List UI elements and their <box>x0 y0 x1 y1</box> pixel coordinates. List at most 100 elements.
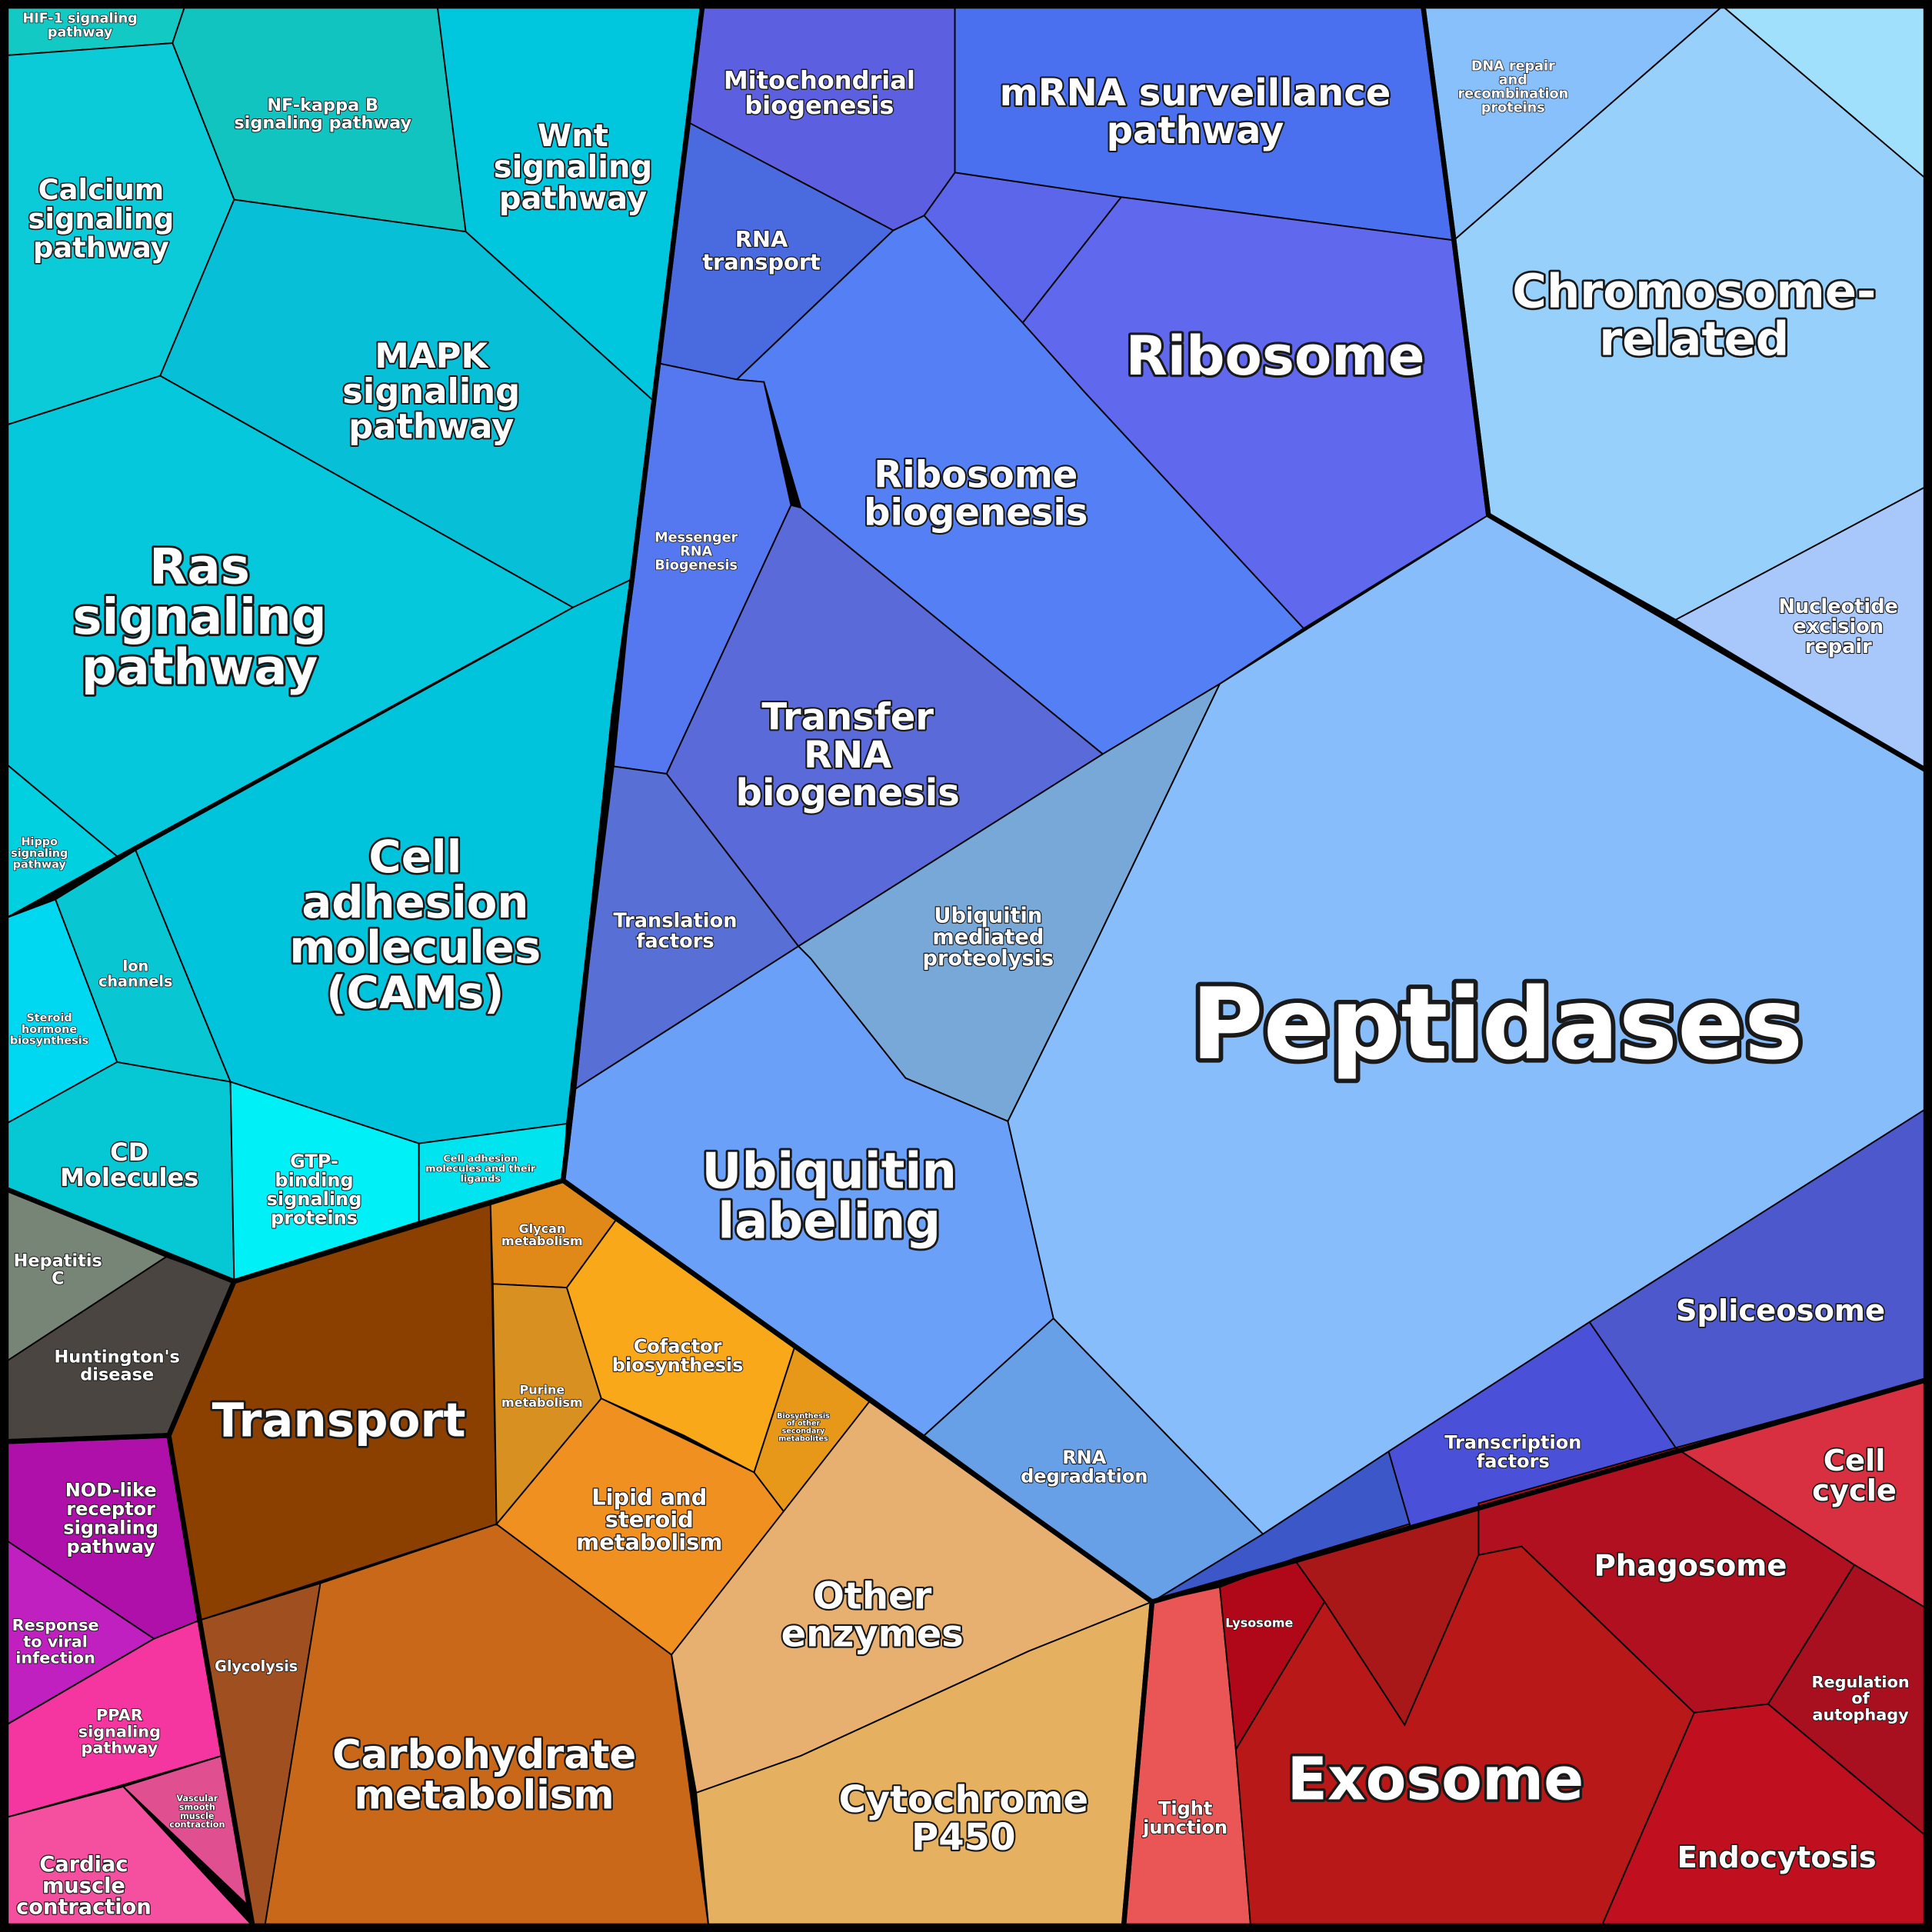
cell-label: Cell adhesion molecules and their ligands <box>425 1153 536 1184</box>
cell-label: Ion channels <box>98 958 172 991</box>
label-line: pathway <box>1107 109 1284 152</box>
cell-label: Phagosome <box>1594 1548 1787 1583</box>
label-line: Tight <box>1158 1797 1212 1819</box>
cell-label: GTP-binding signaling proteins <box>267 1151 362 1229</box>
label-line: metabolism <box>355 1773 615 1819</box>
label-line: Cell <box>1824 1444 1886 1478</box>
label-line: of other <box>787 1420 821 1428</box>
label-line: steroid <box>605 1507 694 1533</box>
label-line: contraction <box>16 1896 152 1920</box>
cell-label: Response to viral infection <box>12 1616 99 1667</box>
label-line: Ribosome <box>874 454 1078 497</box>
label-line: signaling <box>28 202 174 235</box>
label-line: proteins <box>1481 100 1545 115</box>
label-line: metabolism <box>576 1529 722 1555</box>
cell-label: Endocytosis <box>1677 1840 1877 1875</box>
label-line: C <box>52 1269 64 1289</box>
label-line: Cardiac <box>39 1853 128 1877</box>
cell-label: Glycan metabolism <box>501 1221 583 1248</box>
label-line: GTP- <box>290 1151 338 1172</box>
label-line: Ras <box>149 539 250 596</box>
label-line: Peptidases <box>1191 968 1803 1082</box>
cell-label: Ubiquitin labeling <box>701 1143 957 1250</box>
cell-label: Spliceosome <box>1676 1294 1885 1328</box>
label-line: proteins <box>271 1207 358 1228</box>
label-line: channels <box>98 972 172 990</box>
label-line: adhesion <box>301 876 528 928</box>
cell-label: Wnt signaling pathway <box>494 118 652 217</box>
cell-label: Chromosome-related <box>1512 264 1876 366</box>
label-line: smooth <box>179 1802 215 1812</box>
cell-label: Carbohydrate metabolism <box>332 1732 636 1818</box>
label-line: Hippo <box>21 836 58 848</box>
cell-label: Cell cycle <box>1812 1444 1897 1508</box>
label-line: Messenger <box>655 530 738 545</box>
cell-label: Lipid and steroid metabolism <box>576 1484 722 1555</box>
label-line: Biosynthesis <box>777 1412 830 1421</box>
label-line: binding <box>275 1169 353 1191</box>
label-line: enzymes <box>781 1612 964 1655</box>
cell-label: NOD-like receptor signaling pathway <box>63 1480 158 1558</box>
label-line: proteolysis <box>923 947 1054 971</box>
label-line: NF-kappa B <box>267 95 378 115</box>
label-line: Ubiquitin <box>934 904 1042 928</box>
label-line: signaling <box>11 848 68 860</box>
label-line: biogenesis <box>864 491 1088 535</box>
label-line: and <box>1499 72 1527 88</box>
label-line: signaling <box>63 1517 158 1539</box>
label-line: RNA <box>804 734 891 777</box>
label-line: factors <box>636 930 714 953</box>
cell-label: Glycolysis <box>215 1657 298 1675</box>
label-line: Endocytosis <box>1677 1840 1877 1875</box>
cell-label: Translation factors <box>613 910 737 953</box>
cell-label: Other enzymes <box>781 1574 964 1655</box>
cell-label: Transfer RNA biogenesis <box>736 696 960 814</box>
cell-label: Regulation of autophagy <box>1811 1673 1909 1724</box>
cell-label: Cardiac muscle contraction <box>16 1853 152 1920</box>
label-line: pathway <box>499 182 647 217</box>
label-line: Lysosome <box>1225 1616 1293 1631</box>
cell-label: Cofactor biosynthesis <box>612 1336 744 1377</box>
label-line: signaling <box>342 371 520 411</box>
cell-label: Biosynthesis of other secondary metabolites <box>777 1412 830 1443</box>
label-line: pathway <box>48 25 113 40</box>
label-line: molecules and their <box>425 1163 536 1174</box>
cell-label: mRNA surveillance pathway <box>1000 72 1391 152</box>
label-line: Spliceosome <box>1676 1294 1885 1328</box>
label-line: Transcription <box>1444 1432 1581 1454</box>
label-line: ligands <box>461 1173 501 1184</box>
label-line: NOD-like <box>65 1480 157 1501</box>
cell-label: Ubiquitin mediated proteolysis <box>923 904 1054 971</box>
label-line: disease <box>80 1365 154 1385</box>
label-line: Hepatitis <box>14 1251 102 1271</box>
label-line: molecules <box>289 921 541 974</box>
label-line: pathway <box>67 1536 156 1557</box>
label-line: Calcium <box>38 173 165 206</box>
label-line: Chromosome- <box>1512 264 1876 318</box>
label-line: metabolism <box>501 1395 583 1410</box>
label-line: secondary <box>782 1427 825 1436</box>
label-line: signaling pathway <box>234 113 411 133</box>
cell <box>734 215 1305 755</box>
label-line: P450 <box>911 1816 1016 1859</box>
label-line: pathway <box>81 1739 158 1757</box>
label-line: related <box>1599 311 1789 366</box>
label-line: signaling <box>494 150 652 185</box>
label-line: biogenesis <box>744 91 894 120</box>
label-line: Purine <box>519 1383 565 1397</box>
cell-label: Purine metabolism <box>501 1383 583 1410</box>
label-line: Other <box>813 1574 932 1617</box>
label-line: degradation <box>1021 1465 1148 1487</box>
label-line: Translation <box>613 910 737 933</box>
cell-label: Nucleotide excision repair <box>1779 595 1898 658</box>
cell-label: Cytochrome P450 <box>838 1778 1088 1859</box>
label-line: repair <box>1805 635 1872 658</box>
label-line: signaling <box>78 1722 161 1740</box>
cell-label: Ras signaling pathway <box>72 539 326 697</box>
cell-label: CD Molecules <box>60 1138 198 1192</box>
label-line: Transport <box>212 1393 466 1447</box>
